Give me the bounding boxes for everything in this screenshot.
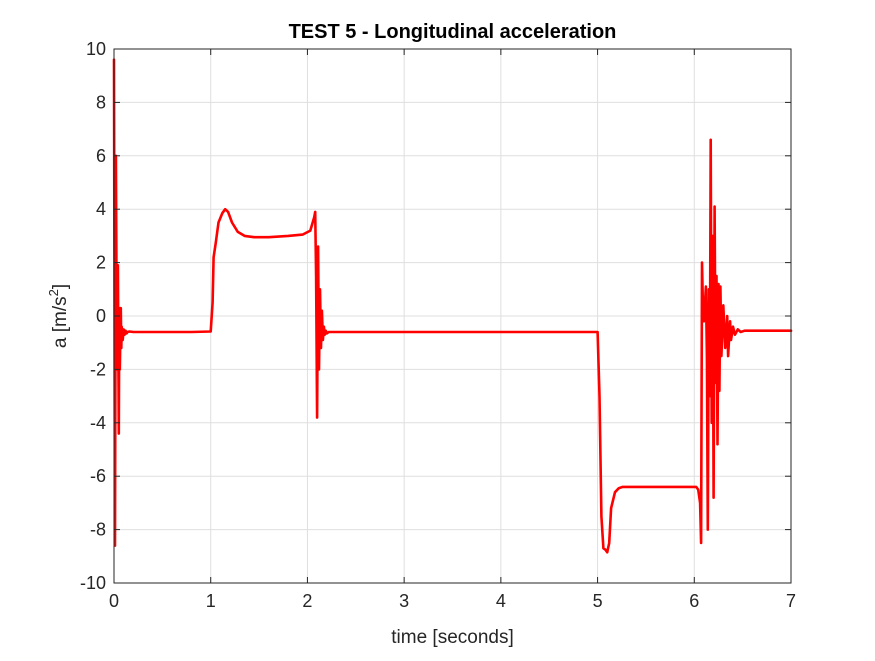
x-tick-label: 1 [206, 591, 216, 611]
x-tick-label: 6 [689, 591, 699, 611]
x-tick-label: 3 [399, 591, 409, 611]
y-tick-label: -8 [90, 520, 106, 540]
y-tick-label: -2 [90, 359, 106, 379]
x-tick-label: 0 [109, 591, 119, 611]
y-tick-label: 2 [96, 253, 106, 273]
y-tick-label: 8 [96, 92, 106, 112]
series-layer [112, 58, 793, 554]
y-tick-label: -4 [90, 413, 106, 433]
x-axis-label: time [seconds] [391, 627, 514, 648]
y-axis-label: a [m/s2] [46, 284, 71, 348]
y-tick-label: 4 [96, 199, 106, 219]
x-tick-label: 5 [593, 591, 603, 611]
y-axis-label-suffix: ] [50, 284, 71, 289]
y-tick-label: -10 [80, 573, 106, 593]
y-tick-label: 0 [96, 306, 106, 326]
y-tick-label: -6 [90, 466, 106, 486]
y-tick-label: 10 [86, 39, 106, 59]
x-tick-label: 4 [496, 591, 506, 611]
series-line-1 [112, 58, 793, 554]
y-axis-label-superscript: 2 [46, 289, 61, 296]
x-tick-label: 7 [786, 591, 796, 611]
x-tick-label: 2 [302, 591, 312, 611]
y-axis-label-main: a [m/s [50, 296, 71, 348]
y-tick-label: 6 [96, 146, 106, 166]
chart-title: TEST 5 - Longitudinal acceleration [289, 21, 617, 43]
ticks: 0 1 2 3 4 5 6 7 -10 -8 -6 -4 -2 0 2 4 6 8 10 [80, 39, 796, 611]
